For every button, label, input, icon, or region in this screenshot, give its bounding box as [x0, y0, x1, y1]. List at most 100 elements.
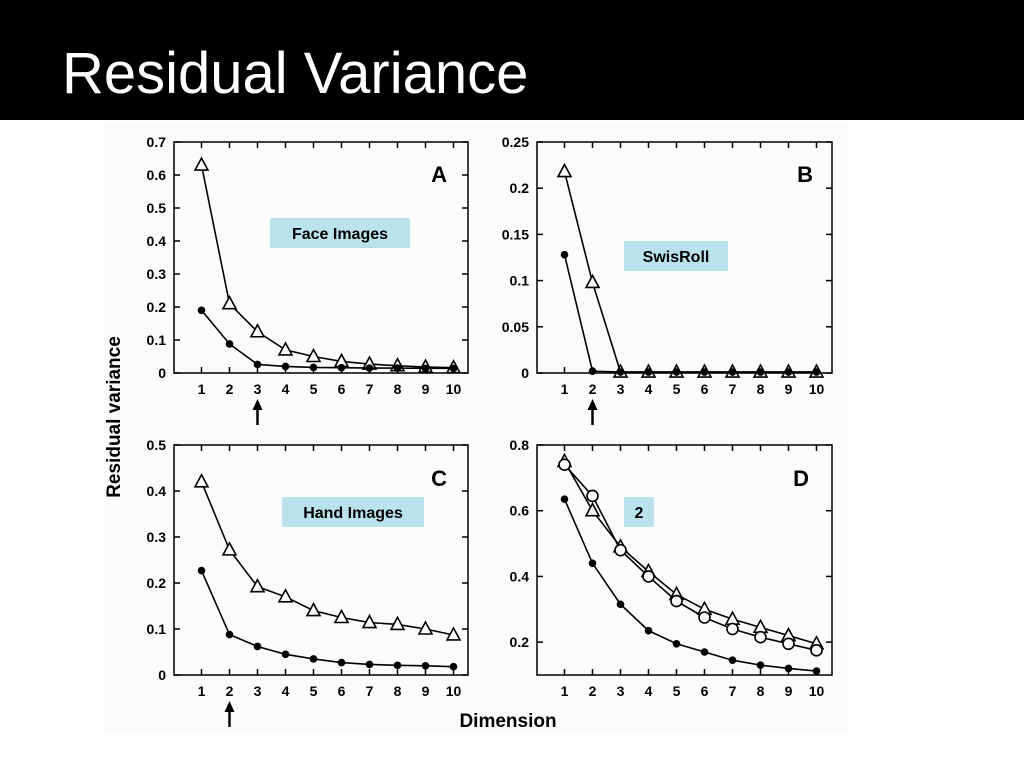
x-tick-label: 6	[701, 683, 709, 699]
y-tick-label: 0.05	[502, 319, 529, 335]
data-point	[698, 611, 711, 624]
y-tick-label: 0.2	[510, 180, 530, 196]
data-point	[221, 541, 238, 556]
data-point	[193, 473, 210, 488]
data-point	[337, 658, 346, 667]
y-tick-label: 0.25	[502, 134, 529, 150]
data-point	[728, 656, 737, 665]
data-point	[644, 626, 653, 635]
plot-frame	[173, 444, 469, 676]
callout-label: SwisRoll	[643, 249, 710, 266]
data-point	[249, 323, 266, 338]
x-tick-label: 10	[809, 381, 825, 397]
x-tick-label: 4	[282, 381, 290, 397]
data-point	[586, 489, 599, 503]
series-line	[563, 461, 817, 645]
data-point	[277, 588, 294, 603]
x-tick-label: 1	[198, 683, 206, 699]
data-point	[616, 368, 625, 376]
data-point	[365, 660, 374, 669]
y-tick-label: 0.8	[510, 437, 530, 453]
data-point	[389, 615, 406, 631]
data-point	[417, 620, 434, 635]
x-tick-label: 6	[338, 381, 346, 397]
data-point	[365, 364, 374, 372]
data-point	[670, 594, 683, 608]
callout: 2	[624, 497, 654, 527]
data-point	[449, 364, 458, 373]
arrow-head	[587, 399, 598, 410]
arrow-head	[252, 399, 263, 410]
y-tick-label: 0	[158, 365, 166, 381]
data-point	[558, 458, 571, 472]
panel-b: 0 0.05 0.1 0.15 0.2 0.25 1 2 3 4 5 6 7 8 9 10 B SwisRoll	[502, 134, 833, 425]
y-tick-label: 0.3	[147, 529, 167, 545]
x-tick-label: 8	[394, 381, 402, 397]
panel-c: 0 0.1 0.2 0.3 0.4 0.5 1 2 3 4 5 6 7 8 9 10 C Hand Images	[147, 437, 469, 727]
x-tick-label: 6	[338, 683, 346, 699]
x-tick-label: 7	[366, 683, 374, 699]
data-point	[726, 622, 739, 636]
data-point	[616, 600, 625, 609]
plot-frame	[173, 141, 469, 374]
x-tick-label: 9	[785, 683, 793, 699]
callout-label: 2	[635, 505, 644, 522]
panel-label: D	[793, 466, 809, 491]
panel-label: C	[431, 466, 447, 491]
series-circle	[558, 458, 823, 657]
series-line	[563, 464, 817, 652]
y-axis-label: Residual variance	[104, 336, 125, 498]
callout-box	[624, 241, 728, 271]
data-point	[782, 637, 795, 651]
callout-box	[282, 497, 424, 527]
title-bar	[0, 0, 1024, 120]
plot-frame	[536, 141, 833, 374]
data-point	[584, 273, 601, 289]
x-tick-label: 10	[446, 381, 462, 397]
panel-label: A	[431, 162, 447, 187]
y-tick-label: 0.15	[502, 226, 529, 242]
data-point	[281, 650, 290, 659]
x-tick-label: 1	[561, 683, 569, 699]
x-tick-label: 4	[645, 683, 653, 699]
dimension-arrow	[587, 399, 598, 425]
x-tick-label: 7	[729, 683, 737, 699]
x-tick-label: 10	[446, 683, 462, 699]
data-point	[588, 559, 597, 568]
x-tick-label: 3	[254, 381, 262, 397]
x-tick-label: 1	[198, 381, 206, 397]
data-point	[700, 368, 709, 376]
y-tick-label: 0.1	[147, 621, 167, 637]
data-point	[421, 364, 430, 373]
panel-a: 0 0.1 0.2 0.3 0.4 0.5 0.6 0.7 1 2 3 4 5 6 7 8 9 10 A Face I…	[147, 134, 469, 425]
data-point	[421, 662, 430, 670]
data-point	[614, 543, 627, 557]
x-tick-label: 2	[589, 683, 597, 699]
data-point	[728, 368, 737, 376]
callout: Face Images	[270, 218, 410, 248]
x-tick-label: 10	[809, 683, 825, 699]
data-point	[193, 156, 210, 171]
x-tick-label: 1	[561, 381, 569, 397]
data-point	[221, 295, 238, 310]
y-tick-label: 0.3	[147, 266, 167, 282]
y-tick-label: 0	[158, 667, 166, 683]
callout-box	[270, 218, 410, 248]
data-point	[393, 364, 402, 372]
series-line	[200, 164, 454, 369]
series-line	[200, 309, 454, 370]
data-point	[333, 608, 350, 624]
callout: Hand Images	[282, 497, 424, 527]
data-point	[672, 368, 681, 376]
x-tick-label: 2	[589, 381, 597, 397]
data-point	[560, 495, 569, 504]
data-point	[281, 362, 290, 371]
data-point	[361, 613, 378, 629]
y-tick-label: 0.4	[147, 483, 167, 499]
data-point	[784, 368, 793, 376]
data-point	[225, 630, 234, 639]
data-point	[309, 655, 318, 663]
x-tick-label: 6	[701, 381, 709, 397]
x-tick-label: 9	[422, 683, 430, 699]
